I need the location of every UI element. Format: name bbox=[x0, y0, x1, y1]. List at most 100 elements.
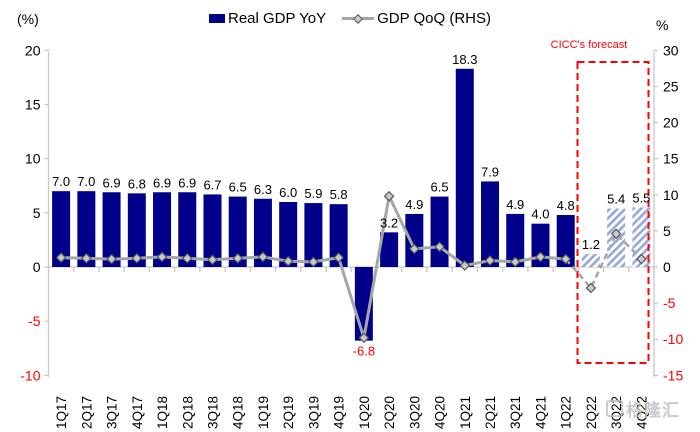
qoq-marker bbox=[610, 228, 622, 240]
bar-label: 4.8 bbox=[557, 198, 575, 213]
right-axis-tick-label: 20 bbox=[663, 115, 679, 131]
bar bbox=[455, 68, 474, 267]
qoq-marker bbox=[509, 256, 521, 268]
bar-label: 5.9 bbox=[304, 186, 322, 201]
bar-label: 6.5 bbox=[229, 180, 247, 195]
bar bbox=[253, 198, 272, 267]
x-axis-label: 2Q22 bbox=[584, 396, 599, 429]
qoq-marker bbox=[80, 252, 92, 264]
bar-label: 6.9 bbox=[178, 175, 196, 190]
x-axis-label: 3Q18 bbox=[205, 396, 220, 429]
qoq-marker bbox=[535, 251, 546, 263]
bar bbox=[178, 192, 197, 267]
bar bbox=[102, 192, 121, 267]
legend-label-real-gdp-yoy: Real GDP YoY bbox=[227, 10, 327, 27]
qoq-marker bbox=[560, 253, 572, 265]
bar bbox=[52, 191, 71, 267]
x-axis-label: 1Q18 bbox=[155, 396, 170, 429]
qoq-line-series bbox=[55, 190, 647, 344]
x-axis-label: 2Q20 bbox=[382, 396, 397, 429]
bar-label: 4.9 bbox=[506, 197, 524, 212]
qoq-marker bbox=[358, 332, 370, 344]
right-axis-tick-label: 5 bbox=[663, 223, 671, 239]
legend-item-gdp-qoq: GDP QoQ (RHS) bbox=[342, 10, 491, 27]
bar bbox=[506, 213, 525, 267]
x-axis-label: 1Q20 bbox=[357, 396, 372, 429]
right-axis-tick-label: 25 bbox=[663, 78, 679, 94]
line-diamond-swatch-icon bbox=[342, 13, 375, 24]
left-axis-title: (%) bbox=[17, 11, 39, 27]
qoq-marker bbox=[383, 190, 395, 202]
forecast-box bbox=[576, 61, 650, 364]
x-axis-label: 2Q21 bbox=[483, 396, 498, 429]
bar-swatch-icon bbox=[208, 14, 225, 23]
bar bbox=[279, 202, 298, 267]
chart-legend: Real GDP YoY GDP QoQ (RHS) bbox=[0, 10, 700, 27]
bar bbox=[481, 181, 500, 267]
forecast-annotation: CICC's forecast bbox=[550, 39, 628, 51]
x-axis-label: 1Q19 bbox=[256, 396, 271, 429]
x-axis-label: 3Q20 bbox=[407, 396, 422, 429]
bar-label: 5.8 bbox=[330, 187, 348, 202]
qoq-marker bbox=[484, 255, 496, 266]
qoq-marker bbox=[585, 282, 597, 294]
bar-label: 5.4 bbox=[607, 192, 625, 207]
x-axis-label: 3Q19 bbox=[306, 396, 321, 429]
right-axis-tick-label: 15 bbox=[663, 151, 679, 167]
bar bbox=[304, 203, 323, 267]
x-axis-label: 3Q22 bbox=[609, 396, 624, 429]
x-axis-label: 1Q22 bbox=[559, 396, 574, 429]
qoq-marker bbox=[434, 241, 445, 253]
bar-label: -6.8 bbox=[353, 344, 375, 359]
qoq-marker bbox=[636, 253, 647, 265]
right-axis-tick-label: -5 bbox=[663, 295, 676, 311]
qoq-marker bbox=[207, 254, 218, 266]
bar-labels: 7.0 7.0 6.9 6.8 6.9 6.9 6.7 6.5 6.3 6.0 5.9 5.8 -6.8… bbox=[52, 52, 650, 359]
right-axis-title: % bbox=[656, 17, 669, 33]
bar-label: 6.0 bbox=[279, 185, 297, 200]
bar bbox=[203, 194, 222, 267]
bar-label: 4.9 bbox=[405, 197, 423, 212]
x-axis-label: 2Q19 bbox=[281, 396, 296, 429]
x-axis-label: 4Q22 bbox=[634, 396, 649, 429]
left-axis-tick-label: -5 bbox=[28, 313, 41, 329]
bar-label: 6.8 bbox=[128, 176, 146, 191]
x-axis-label: 3Q21 bbox=[508, 396, 523, 429]
x-axis-label: 4Q21 bbox=[533, 396, 548, 429]
bar-label: 6.7 bbox=[203, 177, 221, 192]
left-axis-tick-label: 15 bbox=[25, 97, 41, 113]
right-axis-tick-label: -10 bbox=[663, 331, 683, 347]
watermark-gelonghui: 格隆汇 bbox=[606, 396, 680, 421]
qoq-marker bbox=[257, 251, 269, 263]
bar-label: 5.5 bbox=[632, 190, 650, 205]
left-axis-tick-label: 10 bbox=[25, 151, 41, 167]
right-axis-tick-label: 10 bbox=[663, 187, 679, 203]
bar-label: 6.9 bbox=[153, 175, 171, 190]
qoq-marker bbox=[408, 243, 420, 255]
bar-label: 7.0 bbox=[52, 174, 70, 189]
left-axis-tick-label: 0 bbox=[33, 259, 41, 275]
bar bbox=[127, 193, 146, 267]
x-axis-label: 3Q17 bbox=[105, 396, 120, 429]
x-axis-label: 1Q17 bbox=[54, 396, 69, 429]
bar bbox=[380, 232, 399, 267]
bar-label: 7.9 bbox=[481, 164, 499, 179]
qoq-marker bbox=[55, 252, 67, 263]
axes: 20 15 10 5 0 -5 -10 30 25 20 15 10 5 0 -5 -10 -15 1Q17 2Q1… bbox=[20, 42, 683, 429]
bar bbox=[153, 192, 172, 267]
left-axis-tick-label: 5 bbox=[33, 205, 41, 221]
bar-label: 1.2 bbox=[582, 237, 600, 252]
x-axis-label: 1Q21 bbox=[458, 396, 473, 429]
bar-label: 7.0 bbox=[77, 174, 95, 189]
right-axis-tick-label: 30 bbox=[663, 42, 679, 58]
x-axis-label: 2Q18 bbox=[180, 396, 195, 429]
x-axis-label: 4Q19 bbox=[332, 396, 347, 429]
right-axis-tick-label: 0 bbox=[663, 259, 671, 275]
qoq-marker bbox=[156, 251, 168, 263]
legend-item-real-gdp-yoy: Real GDP YoY bbox=[208, 10, 327, 27]
x-axis-label: 4Q20 bbox=[433, 396, 448, 429]
qoq-marker bbox=[308, 256, 319, 268]
bar-label: 6.9 bbox=[103, 175, 121, 190]
